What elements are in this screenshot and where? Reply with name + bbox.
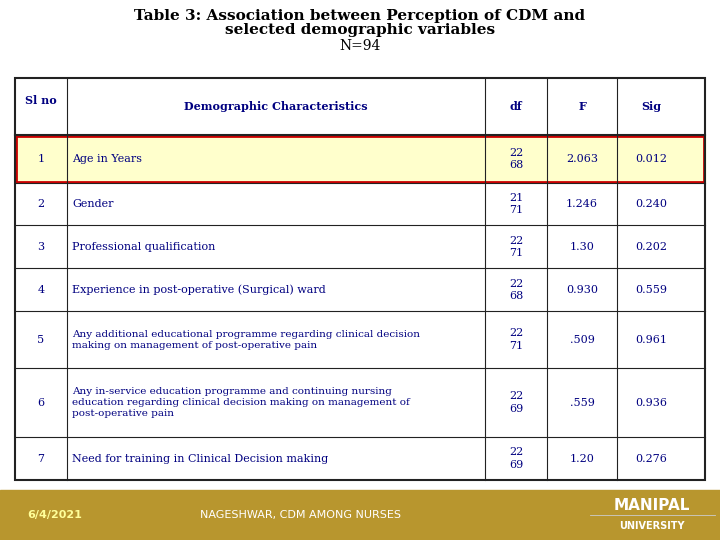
Text: 1.246: 1.246 [566,199,598,209]
Text: 3: 3 [37,242,45,252]
Text: NAGESHWAR, CDM AMONG NURSES: NAGESHWAR, CDM AMONG NURSES [199,510,400,520]
Text: 1.20: 1.20 [570,454,595,464]
Text: 6/4/2021: 6/4/2021 [27,510,82,520]
Text: Demographic Characteristics: Demographic Characteristics [184,101,368,112]
Text: 21
71: 21 71 [509,193,523,215]
Bar [15,437,705,480]
Text: df: df [510,101,522,112]
Bar [15,368,705,437]
Text: 6: 6 [37,397,45,408]
Text: Any additional educational programme regarding clinical decision
making on manag: Any additional educational programme reg… [72,329,420,350]
Text: 22
69: 22 69 [509,392,523,414]
Text: 4: 4 [37,285,45,295]
Text: 0.936: 0.936 [635,397,667,408]
Bar [15,78,705,135]
Text: 0.240: 0.240 [635,199,667,209]
Bar [15,268,705,311]
Text: Table 3: Association between Perception of CDM and: Table 3: Association between Perception … [135,9,585,23]
Text: N=94: N=94 [339,39,381,53]
Text: 22
68: 22 68 [509,147,523,170]
Text: 0.559: 0.559 [635,285,667,295]
Text: Need for training in Clinical Decision making: Need for training in Clinical Decision m… [72,454,328,464]
Text: 22
71: 22 71 [509,328,523,351]
Text: Age in Years: Age in Years [72,154,142,164]
Text: Any in-service education programme and continuing nursing
education regarding cl: Any in-service education programme and c… [72,387,410,419]
Text: 1: 1 [37,154,45,164]
Text: Sl no: Sl no [25,95,57,106]
Text: 0.930: 0.930 [566,285,598,295]
Text: 0.276: 0.276 [635,454,667,464]
Text: 22
69: 22 69 [509,448,523,470]
Bar [16,136,704,181]
Text: Professional qualification: Professional qualification [72,242,215,252]
Text: MANIPAL: MANIPAL [614,498,690,514]
Bar [15,226,705,268]
Text: .559: .559 [570,397,595,408]
Text: Experience in post-operative (Surgical) ward: Experience in post-operative (Surgical) … [72,285,325,295]
Text: 22
71: 22 71 [509,235,523,258]
Text: 5: 5 [37,335,45,345]
Text: 22
68: 22 68 [509,279,523,301]
Text: Sig: Sig [641,101,661,112]
Text: 1.30: 1.30 [570,242,595,252]
Bar [15,183,705,226]
Text: UNIVERSITY: UNIVERSITY [619,521,685,531]
Text: 0.202: 0.202 [635,242,667,252]
Text: Gender: Gender [72,199,114,209]
Text: 2.063: 2.063 [566,154,598,164]
Text: 2: 2 [37,199,45,209]
Text: 0.012: 0.012 [635,154,667,164]
Text: .509: .509 [570,335,595,345]
Text: F: F [578,101,586,112]
Text: selected demographic variables: selected demographic variables [225,23,495,37]
Bar [15,78,705,480]
Bar [15,135,705,183]
Text: 7: 7 [37,454,45,464]
Bar [15,311,705,368]
Text: 0.961: 0.961 [635,335,667,345]
Bar [0,490,720,540]
